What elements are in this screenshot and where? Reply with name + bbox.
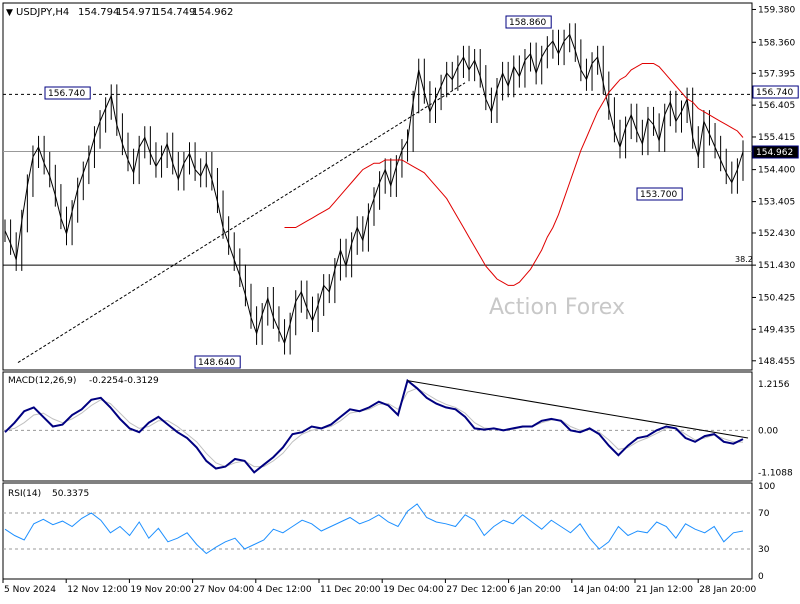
rsi-axis-label: 0	[758, 572, 764, 582]
macd-axis-label: 1.2156	[758, 380, 790, 390]
high-label: 158.860	[509, 18, 546, 28]
y-axis-label: 150.425	[758, 293, 795, 303]
rsi-value: 50.3375	[52, 489, 89, 499]
rsi-axis-label: 70	[758, 509, 770, 519]
swing-high-label: 156.740	[48, 89, 85, 99]
uptrend-line	[17, 82, 466, 363]
resistance-axis-label-box	[752, 85, 799, 99]
rsi-line	[4, 503, 744, 555]
low-label: 148.640	[198, 358, 235, 368]
rsi-axis-label: 30	[758, 545, 770, 555]
macd-title: MACD(12,26,9)	[8, 376, 76, 386]
macd-line	[4, 378, 744, 474]
x-axis-label: 12 Nov 12:00	[67, 585, 128, 595]
swing-low-label: 153.700	[640, 190, 677, 200]
y-axis-label: 158.360	[758, 38, 795, 48]
x-axis-label: 11 Dec 20:00	[320, 585, 381, 595]
x-axis-label: 6 Jan 20:00	[510, 585, 562, 595]
y-axis-label: 159.380	[758, 5, 795, 15]
x-axis-label: 14 Jan 04:00	[573, 585, 630, 595]
y-axis-label: 153.405	[758, 198, 795, 208]
macd-axis-label: -1.1088	[758, 469, 793, 479]
price-panel-frame	[2, 2, 753, 371]
x-axis-label: 27 Nov 04:00	[194, 585, 255, 595]
macd-trendline	[407, 380, 749, 439]
x-axis-label: 5 Nov 2024	[4, 585, 56, 595]
x-axis-label: 27 Dec 12:00	[446, 585, 507, 595]
low-label-box	[194, 355, 241, 369]
y-axis-label: 156.405	[758, 101, 795, 111]
rsi-panel-frame	[2, 482, 753, 580]
y-axis-label: 149.435	[758, 325, 795, 335]
y-axis-label: 157.395	[758, 69, 795, 79]
swing-high-label-box	[44, 86, 91, 100]
macd-value: -0.2254	[89, 376, 124, 386]
x-axis-label: 19 Nov 20:00	[130, 585, 191, 595]
dropdown-triangle-icon[interactable]: ▼	[6, 8, 13, 18]
y-axis-label: 155.415	[758, 133, 795, 143]
rsi-title: RSI(14)	[8, 489, 41, 499]
current-price-axis-label-box	[752, 145, 799, 159]
x-axis-label: 21 Jan 12:00	[636, 585, 693, 595]
swing-low-label-box	[636, 187, 683, 201]
ohlc-high: 154.971	[116, 7, 157, 18]
ohlc-open: 154.794	[78, 7, 119, 18]
fibonacci-label: 38.2	[735, 255, 753, 264]
macd-signal-line	[4, 387, 744, 468]
high-label-box	[505, 15, 552, 29]
ohlc-low: 154.749	[154, 7, 195, 18]
y-axis-label: 151.430	[758, 261, 795, 271]
x-axis-label: 19 Dec 04:00	[383, 585, 444, 595]
rsi-axis-label: 100	[758, 482, 775, 492]
current-price-axis-label: 154.962	[756, 148, 793, 158]
y-axis-label: 154.400	[758, 166, 795, 176]
y-axis-label: 152.430	[758, 229, 795, 239]
x-axis-label: 4 Dec 12:00	[257, 585, 312, 595]
chart-symbol: USDJPY,H4	[16, 7, 69, 18]
macd-signal-value: -0.3129	[124, 376, 159, 386]
macd-panel-frame	[2, 371, 753, 482]
ohlc-close: 154.962	[192, 7, 233, 18]
resistance-axis-label: 156.740	[756, 88, 793, 98]
macd-axis-label: 0.00	[758, 426, 778, 436]
y-axis-label: 148.455	[758, 357, 795, 367]
watermark: Action Forex	[489, 295, 625, 320]
x-axis-label: 28 Jan 20:00	[699, 585, 756, 595]
moving-average-line	[284, 63, 744, 286]
